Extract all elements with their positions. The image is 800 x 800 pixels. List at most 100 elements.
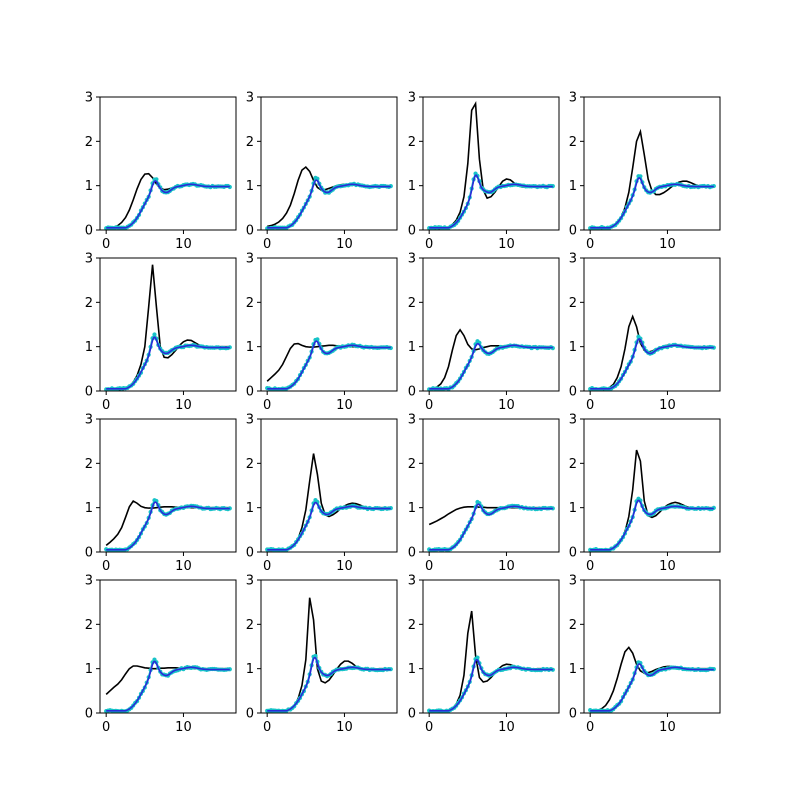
- reference-curve: [106, 264, 230, 391]
- subplot-11: 0 1 2 3 0 10: [408, 413, 560, 574]
- plot-area: [104, 498, 232, 552]
- y-tick-label: 2: [569, 618, 577, 633]
- y-tick-label: 2: [85, 296, 93, 311]
- y-tick-label: 1: [246, 179, 254, 194]
- plot-area: [265, 597, 393, 713]
- y-tick-label: 1: [246, 662, 254, 677]
- axes-frame: [99, 418, 237, 553]
- y-tick-label: 2: [408, 457, 416, 472]
- y-tick-label: 3: [85, 574, 93, 589]
- axes-frame: [422, 96, 560, 231]
- y-tick-label: 3: [85, 91, 93, 106]
- reference-curve: [429, 610, 553, 713]
- x-tick-label: 0: [102, 720, 110, 735]
- plot-area: [427, 610, 555, 713]
- subplot-16: 0 1 2 3 0 10: [569, 574, 721, 735]
- axes-frame: [260, 579, 398, 714]
- y-tick-label: 2: [408, 296, 416, 311]
- axes-frame: [422, 418, 560, 553]
- y-tick-label: 1: [85, 662, 93, 677]
- y-tick-label: 2: [85, 457, 93, 472]
- x-tick-label: 0: [586, 398, 594, 413]
- plot-area: [588, 128, 716, 230]
- reference-curve: [106, 172, 230, 230]
- x-tick-label: 10: [498, 720, 515, 735]
- y-tick-label: 2: [569, 296, 577, 311]
- subplot-8: 0 1 2 3 0 10: [569, 252, 721, 413]
- plot-area: [588, 646, 716, 713]
- y-tick-label: 1: [408, 662, 416, 677]
- reference-curve: [267, 453, 391, 552]
- fit-curve: [267, 656, 391, 712]
- fit-curve: [106, 501, 230, 551]
- y-tick-label: 0: [246, 224, 254, 239]
- axes-frame: [260, 96, 398, 231]
- y-tick-label: 2: [408, 618, 416, 633]
- plot-area: [427, 100, 555, 230]
- subplot-14: 0 1 2 3 0 10: [246, 574, 398, 735]
- y-tick-label: 0: [408, 707, 416, 722]
- plot-area: [588, 314, 716, 391]
- y-tick-label: 1: [408, 340, 416, 355]
- fit-curve: [106, 336, 230, 390]
- axes-frame: [99, 257, 237, 392]
- reference-curve: [590, 449, 714, 552]
- axes-frame: [583, 96, 721, 231]
- y-tick-label: 2: [246, 296, 254, 311]
- reference-curve: [429, 100, 553, 230]
- x-tick-label: 0: [263, 237, 271, 252]
- x-tick-label: 0: [586, 559, 594, 574]
- marker-point: [475, 655, 480, 660]
- x-tick-label: 0: [425, 237, 433, 252]
- subplot-7: 0 1 2 3 0 10: [408, 252, 560, 413]
- y-tick-label: 2: [569, 135, 577, 150]
- marker-line: [428, 656, 554, 713]
- y-tick-label: 1: [569, 179, 577, 194]
- y-tick-label: 3: [408, 252, 416, 267]
- fit-curve: [429, 342, 553, 390]
- y-tick-label: 0: [85, 707, 93, 722]
- y-tick-label: 0: [408, 224, 416, 239]
- y-tick-label: 3: [246, 574, 254, 589]
- axes-frame: [422, 257, 560, 392]
- y-tick-label: 3: [246, 413, 254, 428]
- reference-curve: [590, 646, 714, 713]
- marker-line: [106, 332, 231, 391]
- y-tick-label: 0: [246, 385, 254, 400]
- fit-curve: [106, 660, 230, 712]
- reference-curve: [267, 597, 391, 713]
- marker-point: [152, 332, 157, 337]
- subplot-12: 0 1 2 3 0 10: [569, 413, 721, 574]
- fit-curve: [429, 658, 553, 712]
- y-tick-label: 0: [246, 707, 254, 722]
- y-tick-label: 2: [246, 135, 254, 150]
- fit-curve: [267, 179, 391, 229]
- y-tick-label: 3: [569, 574, 577, 589]
- y-tick-label: 3: [85, 413, 93, 428]
- x-tick-label: 0: [102, 559, 110, 574]
- x-tick-label: 10: [336, 237, 353, 252]
- axes-frame: [422, 579, 560, 714]
- subplot-3: 0 1 2 3 0 10: [408, 91, 560, 252]
- plot-area: [104, 264, 232, 391]
- fit-curve: [590, 338, 714, 390]
- fit-curve: [590, 663, 714, 712]
- y-tick-label: 0: [246, 546, 254, 561]
- marker-line: [589, 334, 715, 391]
- y-tick-label: 0: [569, 546, 577, 561]
- subplot-13: 0 1 2 3 0 10: [85, 574, 237, 735]
- marker-line: [590, 497, 715, 552]
- marker-line: [429, 171, 553, 230]
- x-tick-label: 0: [102, 237, 110, 252]
- x-tick-label: 10: [175, 398, 192, 413]
- y-tick-label: 1: [408, 501, 416, 516]
- y-tick-label: 3: [569, 252, 577, 267]
- x-tick-label: 10: [175, 559, 192, 574]
- x-tick-label: 10: [498, 237, 515, 252]
- y-tick-label: 3: [408, 574, 416, 589]
- axes-frame: [260, 257, 398, 392]
- y-tick-label: 2: [246, 457, 254, 472]
- x-tick-label: 10: [659, 559, 676, 574]
- plot-area: [427, 328, 555, 391]
- reference-curve: [267, 165, 391, 228]
